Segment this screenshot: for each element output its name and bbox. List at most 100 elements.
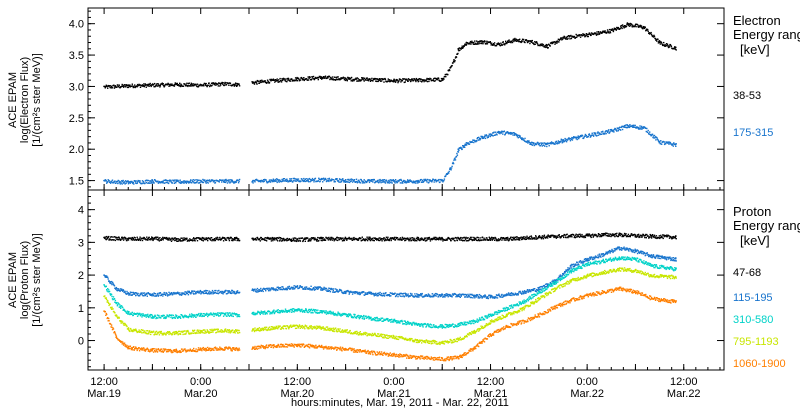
electron-data-point bbox=[126, 86, 129, 89]
electron-data-point bbox=[237, 182, 240, 184]
electron-series-point bbox=[368, 78, 371, 80]
electron-data-point bbox=[590, 34, 592, 36]
proton-data-point bbox=[435, 237, 438, 239]
electron-series-point bbox=[393, 79, 395, 82]
electron-data-point bbox=[222, 83, 224, 85]
proton-data-point bbox=[516, 294, 518, 296]
proton-data-point bbox=[675, 238, 677, 240]
electron-data-point bbox=[519, 135, 521, 137]
electron-data-point bbox=[165, 181, 167, 184]
proton-data-point bbox=[390, 239, 392, 242]
proton-data-point bbox=[233, 238, 235, 240]
electron-data-point bbox=[188, 82, 190, 84]
electron-data-point bbox=[469, 40, 472, 43]
proton-data-point bbox=[144, 294, 147, 297]
electron-data-point bbox=[185, 84, 188, 86]
electron-data-point bbox=[407, 180, 410, 182]
proton-data-point bbox=[593, 258, 596, 260]
electron-data-point bbox=[163, 86, 165, 88]
electron-data-point bbox=[131, 83, 133, 85]
proton-data-point bbox=[613, 233, 616, 236]
proton-data-point bbox=[211, 291, 213, 293]
proton-data-point bbox=[510, 292, 513, 294]
proton-data-point bbox=[414, 293, 416, 295]
electron-data-point bbox=[598, 32, 600, 34]
proton-data-point bbox=[600, 256, 602, 258]
electron-data-point bbox=[403, 81, 405, 84]
electron-data-point bbox=[457, 151, 460, 153]
electron-data-point bbox=[586, 34, 588, 36]
proton-data-point bbox=[229, 237, 231, 240]
electron-data-point bbox=[566, 35, 569, 38]
electron-data-point bbox=[136, 83, 139, 86]
proton-data-point bbox=[308, 240, 311, 242]
proton-data-point bbox=[631, 233, 633, 235]
proton-data-point bbox=[578, 261, 581, 263]
proton-data-point bbox=[173, 237, 176, 239]
electron-data-point bbox=[322, 177, 325, 179]
proton-data-point bbox=[526, 291, 528, 293]
electron-data-point bbox=[312, 75, 315, 78]
proton-data-point bbox=[498, 293, 500, 295]
electron-series-point bbox=[320, 178, 323, 181]
electron-data-point bbox=[370, 180, 372, 182]
electron-data-point bbox=[400, 178, 402, 181]
electron-data-point bbox=[453, 59, 455, 61]
electron-data-point bbox=[319, 75, 321, 78]
electron-data-point bbox=[344, 79, 347, 82]
electron-data-point bbox=[125, 182, 127, 184]
proton-series-point bbox=[175, 238, 178, 241]
proton-data-point bbox=[408, 238, 411, 241]
proton-data-point bbox=[478, 239, 481, 242]
proton-data-point bbox=[623, 248, 626, 250]
electron-data-point bbox=[282, 178, 285, 180]
electron-data-point bbox=[555, 40, 558, 43]
electron-data-point bbox=[303, 179, 305, 182]
proton-series-point bbox=[586, 234, 588, 237]
proton-data-point bbox=[515, 236, 517, 238]
electron-data-point bbox=[524, 137, 526, 140]
electron-data-point bbox=[348, 77, 350, 79]
electron-data-point bbox=[419, 181, 421, 183]
proton-data-point bbox=[562, 273, 564, 275]
proton-data-point bbox=[649, 233, 651, 236]
electron-data-point bbox=[313, 78, 316, 81]
electron-data-point bbox=[484, 137, 487, 140]
electron-data-point bbox=[464, 44, 466, 46]
electron-data-point bbox=[289, 180, 291, 182]
electron-data-point bbox=[327, 77, 329, 79]
proton-data-point bbox=[650, 256, 652, 258]
electron-series-point bbox=[417, 78, 419, 81]
proton-data-point bbox=[363, 238, 365, 240]
proton-series-point bbox=[570, 234, 572, 237]
electron-data-point bbox=[151, 182, 153, 184]
proton-data-point bbox=[141, 292, 143, 294]
proton-data-point bbox=[347, 289, 349, 292]
electron-data-point bbox=[448, 70, 450, 72]
electron-data-point bbox=[443, 179, 445, 182]
electron-data-point bbox=[494, 131, 497, 133]
proton-data-point bbox=[404, 292, 406, 294]
proton-data-point bbox=[314, 286, 316, 288]
proton-data-point bbox=[420, 293, 422, 295]
proton-data-point bbox=[390, 295, 392, 297]
proton-data-point bbox=[213, 238, 216, 240]
electron-data-point bbox=[182, 85, 185, 87]
proton-data-point bbox=[447, 296, 449, 298]
electron-data-point bbox=[153, 82, 156, 85]
electron-data-point bbox=[631, 23, 633, 26]
proton-data-point bbox=[649, 255, 651, 258]
electron-data-point bbox=[538, 142, 541, 145]
proton-data-point bbox=[380, 237, 383, 240]
electron-data-point bbox=[159, 85, 162, 87]
proton-data-point bbox=[583, 260, 585, 263]
proton-data-point bbox=[541, 286, 544, 288]
electron-data-point bbox=[583, 136, 585, 139]
electron-data-point bbox=[632, 24, 634, 27]
proton-data-point bbox=[451, 293, 454, 295]
proton-data-point bbox=[329, 239, 332, 241]
proton-data-point bbox=[570, 265, 572, 267]
proton-data-point bbox=[214, 239, 217, 242]
proton-data-point bbox=[432, 238, 434, 240]
electron-data-point bbox=[182, 181, 184, 184]
